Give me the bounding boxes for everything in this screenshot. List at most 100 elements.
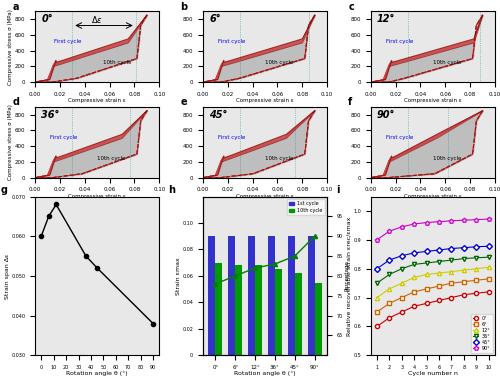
Line: 12°: 12° [375,265,491,300]
12° [386,287,392,291]
Text: d: d [12,98,20,107]
90° [399,225,405,229]
90° [411,222,417,226]
Bar [308,236,314,355]
Text: f: f [348,98,352,107]
Bar [268,236,275,355]
percentage [252,266,258,270]
36° [399,266,405,271]
X-axis label: Compressive strain ε: Compressive strain ε [404,98,462,103]
6° [399,295,405,300]
90° [374,238,380,242]
Line: 90°: 90° [375,217,491,242]
36° [424,261,430,265]
45° [411,251,417,255]
Text: First cycle: First cycle [54,39,81,44]
90° [436,219,442,224]
90° [486,217,492,222]
45° [399,254,405,258]
12° [374,295,380,300]
Text: First cycle: First cycle [386,39,413,44]
12° [461,268,467,273]
Y-axis label: Relative recoverable strain εrec/εmax: Relative recoverable strain εrec/εmax [347,216,352,336]
36° [411,262,417,266]
Bar [208,236,216,355]
Text: 10th cycle: 10th cycle [265,60,294,65]
0° [399,310,405,314]
12° [424,272,430,277]
45° [486,244,492,248]
90° [474,217,480,222]
percentage [232,274,238,278]
6° [411,290,417,294]
45° [374,266,380,271]
Text: First cycle: First cycle [386,135,413,140]
36° [374,281,380,285]
6° [424,287,430,291]
Text: 12°: 12° [377,14,396,24]
0° [448,295,454,300]
36° [386,272,392,277]
12° [448,270,454,274]
0° [461,293,467,297]
Text: 0°: 0° [41,14,53,24]
Text: 10th cycle: 10th cycle [265,156,294,161]
Y-axis label: Strain εmax: Strain εmax [176,257,181,295]
0° [411,304,417,308]
90° [461,218,467,223]
percentage [292,254,298,259]
45° [424,249,430,254]
Text: c: c [348,2,354,12]
X-axis label: Compressive strain ε: Compressive strain ε [68,194,126,199]
36° [448,258,454,262]
Text: First cycle: First cycle [50,135,78,140]
X-axis label: Compressive strain ε: Compressive strain ε [236,194,294,199]
6° [486,277,492,281]
Bar [314,283,322,355]
Text: 6°: 6° [209,14,220,24]
45° [474,245,480,249]
36° [486,255,492,259]
12° [411,275,417,280]
36° [436,259,442,264]
0° [436,298,442,303]
0° [424,301,430,306]
90° [448,218,454,223]
45° [436,248,442,252]
Text: i: i [336,185,340,195]
percentage [272,262,278,266]
percentage [212,282,218,286]
Legend: 0°, 6°, 12°, 36°, 45°, 90°: 0°, 6°, 12°, 36°, 45°, 90° [471,314,492,353]
0° [486,290,492,294]
X-axis label: Compressive strain ε: Compressive strain ε [68,98,126,103]
6° [386,301,392,306]
Bar [248,236,255,355]
Y-axis label: Compressive stress σ (MPa): Compressive stress σ (MPa) [8,104,14,180]
X-axis label: Rotation angle θ (°): Rotation angle θ (°) [66,372,128,376]
45° [448,246,454,251]
Text: b: b [180,2,188,12]
Text: h: h [168,185,175,195]
X-axis label: Cycle number n: Cycle number n [408,372,458,376]
0° [474,291,480,296]
Text: a: a [12,2,19,12]
Line: 45°: 45° [375,244,491,271]
Text: g: g [0,185,7,195]
6° [436,284,442,288]
45° [461,245,467,250]
Line: 6°: 6° [375,277,491,314]
Y-axis label: Percentage: Percentage [344,260,350,291]
6° [374,310,380,314]
36° [474,256,480,260]
Line: 0°: 0° [375,290,491,328]
Text: 45°: 45° [209,110,228,119]
90° [386,229,392,234]
Line: 36°: 36° [375,255,491,285]
percentage [312,234,318,239]
36° [461,256,467,261]
90° [424,220,430,225]
0° [374,324,380,329]
Bar [294,273,302,355]
Text: 10th cycle: 10th cycle [97,156,126,161]
Text: 10th cycle: 10th cycle [104,60,132,65]
